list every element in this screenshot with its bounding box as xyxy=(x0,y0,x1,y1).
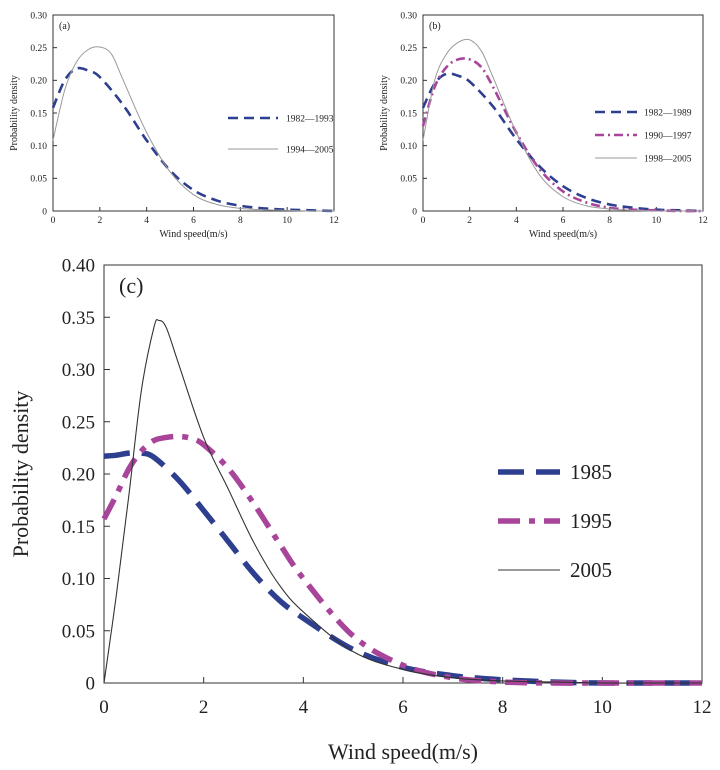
y-tick-label: 0 xyxy=(42,207,47,217)
legend-label: 1998—2005 xyxy=(644,155,692,165)
series-line-1998-2005 xyxy=(422,38,703,212)
legend-label: 2005 xyxy=(570,558,612,582)
y-tick-label: 0.10 xyxy=(30,142,47,152)
x-tick-label: 2 xyxy=(199,697,209,718)
x-tick-label: 8 xyxy=(607,216,612,226)
plot-frame xyxy=(103,264,703,684)
y-tick-label: 0.25 xyxy=(400,44,417,54)
x-tick-label: 4 xyxy=(144,216,149,226)
legend-label: 1985 xyxy=(570,460,612,484)
legend-label: 1994—2005 xyxy=(286,146,334,156)
y-tick-label: 0.25 xyxy=(62,412,95,433)
plot-frame xyxy=(52,14,335,212)
legend-label: 1982—1989 xyxy=(644,109,692,119)
panel-label: (b) xyxy=(429,21,441,32)
x-tick-label: 0 xyxy=(51,216,56,226)
y-tick-label: 0.20 xyxy=(30,77,47,87)
y-tick-label: 0.05 xyxy=(400,175,417,185)
legend-label: 1982—1993 xyxy=(286,115,334,125)
x-tick-label: 4 xyxy=(299,697,309,718)
x-tick-label: 6 xyxy=(561,216,566,226)
x-tick-label: 12 xyxy=(698,216,708,226)
series-line-1982-1989 xyxy=(421,72,704,213)
legend-label: 1990—1997 xyxy=(644,132,692,142)
x-tick-label: 10 xyxy=(282,216,292,226)
y-tick-label: 0.15 xyxy=(62,517,95,538)
chart-panel-a: 0 0.05 0.10 0.15 0.20 0.25 0.30 0 2 4 6 8 10 12 Wind s… xyxy=(9,11,339,240)
y-tick-label: 0.05 xyxy=(62,621,95,642)
x-tick-label: 2 xyxy=(467,216,472,226)
series-line-1994-2005 xyxy=(52,46,335,212)
x-tick-label: 0 xyxy=(421,216,426,226)
y-tick-label: 0.10 xyxy=(62,569,95,590)
series-line-1985 xyxy=(103,449,702,686)
x-tick-label: 10 xyxy=(593,697,612,718)
y-axis-title: Probability density xyxy=(379,75,390,151)
series-line-1990-1997 xyxy=(421,57,704,213)
x-tick-label: 8 xyxy=(498,697,508,718)
x-tick-label: 2 xyxy=(97,216,102,226)
legend-label: 1995 xyxy=(570,509,612,533)
x-tick-label: 4 xyxy=(514,216,519,226)
y-tick-label: 0.10 xyxy=(400,142,417,152)
chart-panel-c: 0 0.05 0.10 0.15 0.20 0.25 0.30 0.35 0.40 0 2 4 6 8 10… xyxy=(8,256,712,764)
y-axis-title: Probability density xyxy=(8,391,33,558)
x-tick-label: 6 xyxy=(191,216,196,226)
x-tick-label: 12 xyxy=(693,697,712,718)
y-tick-label: 0.25 xyxy=(30,44,47,54)
series-line-1982-1993 xyxy=(51,66,335,213)
x-axis-title: Wind speed(m/s) xyxy=(529,229,597,240)
y-tick-label: 0 xyxy=(412,207,417,217)
y-tick-label: 0.30 xyxy=(30,11,47,21)
x-axis-title: Wind speed(m/s) xyxy=(159,229,227,240)
y-tick-label: 0.30 xyxy=(400,11,417,21)
panel-label: (c) xyxy=(119,273,143,298)
y-tick-label: 0.15 xyxy=(30,109,47,119)
y-tick-label: 0.35 xyxy=(62,308,95,329)
y-tick-label: 0.05 xyxy=(30,175,47,185)
y-axis-title: Probability density xyxy=(9,75,20,151)
panel-label: (a) xyxy=(59,21,70,32)
y-tick-label: 0.30 xyxy=(62,360,95,381)
x-tick-label: 0 xyxy=(99,697,109,718)
chart-panel-b: 0 0.05 0.10 0.15 0.20 0.25 0.30 0 2 4 6 8 10 12 Wind s… xyxy=(379,11,708,240)
x-tick-label: 8 xyxy=(238,216,243,226)
y-tick-label: 0.20 xyxy=(400,77,417,87)
x-tick-label: 10 xyxy=(652,216,662,226)
y-tick-label: 0.40 xyxy=(62,256,95,277)
series-line-2005 xyxy=(103,319,702,684)
y-tick-label: 0 xyxy=(86,674,96,695)
x-axis-title: Wind speed(m/s) xyxy=(328,739,478,764)
x-tick-label: 12 xyxy=(329,216,339,226)
x-tick-label: 6 xyxy=(398,697,408,718)
y-tick-label: 0.20 xyxy=(62,465,95,486)
series-line-1995 xyxy=(101,433,702,686)
y-tick-label: 0.15 xyxy=(400,109,417,119)
